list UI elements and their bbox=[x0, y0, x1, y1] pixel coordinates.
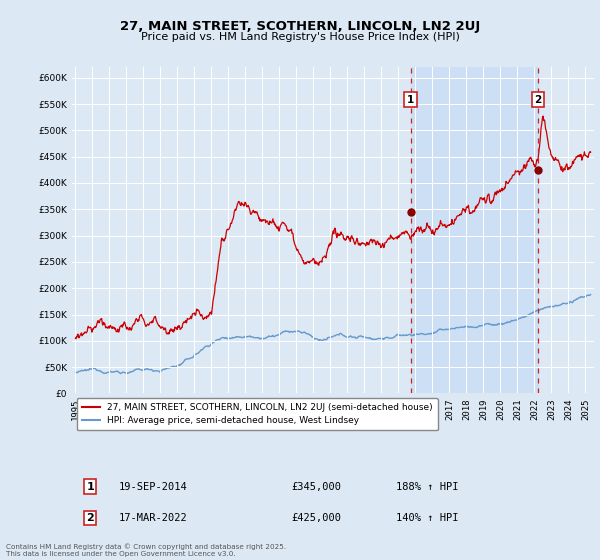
Text: Price paid vs. HM Land Registry's House Price Index (HPI): Price paid vs. HM Land Registry's House … bbox=[140, 32, 460, 43]
Text: 27, MAIN STREET, SCOTHERN, LINCOLN, LN2 2UJ: 27, MAIN STREET, SCOTHERN, LINCOLN, LN2 … bbox=[120, 20, 480, 32]
Legend: 27, MAIN STREET, SCOTHERN, LINCOLN, LN2 2UJ (semi-detached house), HPI: Average : 27, MAIN STREET, SCOTHERN, LINCOLN, LN2 … bbox=[77, 398, 438, 431]
Text: 1: 1 bbox=[86, 482, 94, 492]
Text: 2: 2 bbox=[86, 513, 94, 522]
Text: 1: 1 bbox=[407, 95, 415, 105]
Text: Contains HM Land Registry data © Crown copyright and database right 2025.
This d: Contains HM Land Registry data © Crown c… bbox=[6, 544, 286, 557]
Text: 19-SEP-2014: 19-SEP-2014 bbox=[119, 482, 188, 492]
Bar bbox=[411, 67, 538, 394]
Text: £345,000: £345,000 bbox=[291, 482, 341, 492]
Text: 188% ↑ HPI: 188% ↑ HPI bbox=[395, 482, 458, 492]
Text: 17-MAR-2022: 17-MAR-2022 bbox=[119, 513, 188, 522]
Text: £425,000: £425,000 bbox=[291, 513, 341, 522]
Text: 2: 2 bbox=[535, 95, 542, 105]
Text: 140% ↑ HPI: 140% ↑ HPI bbox=[395, 513, 458, 522]
